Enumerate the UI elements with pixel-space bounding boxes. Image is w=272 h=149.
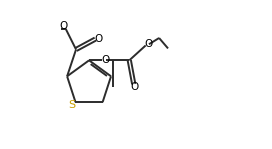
Text: O: O xyxy=(101,55,110,65)
Text: O: O xyxy=(130,82,139,92)
Text: O: O xyxy=(59,21,67,31)
Text: S: S xyxy=(68,100,75,110)
Text: O: O xyxy=(144,39,153,49)
Text: O: O xyxy=(94,34,102,44)
